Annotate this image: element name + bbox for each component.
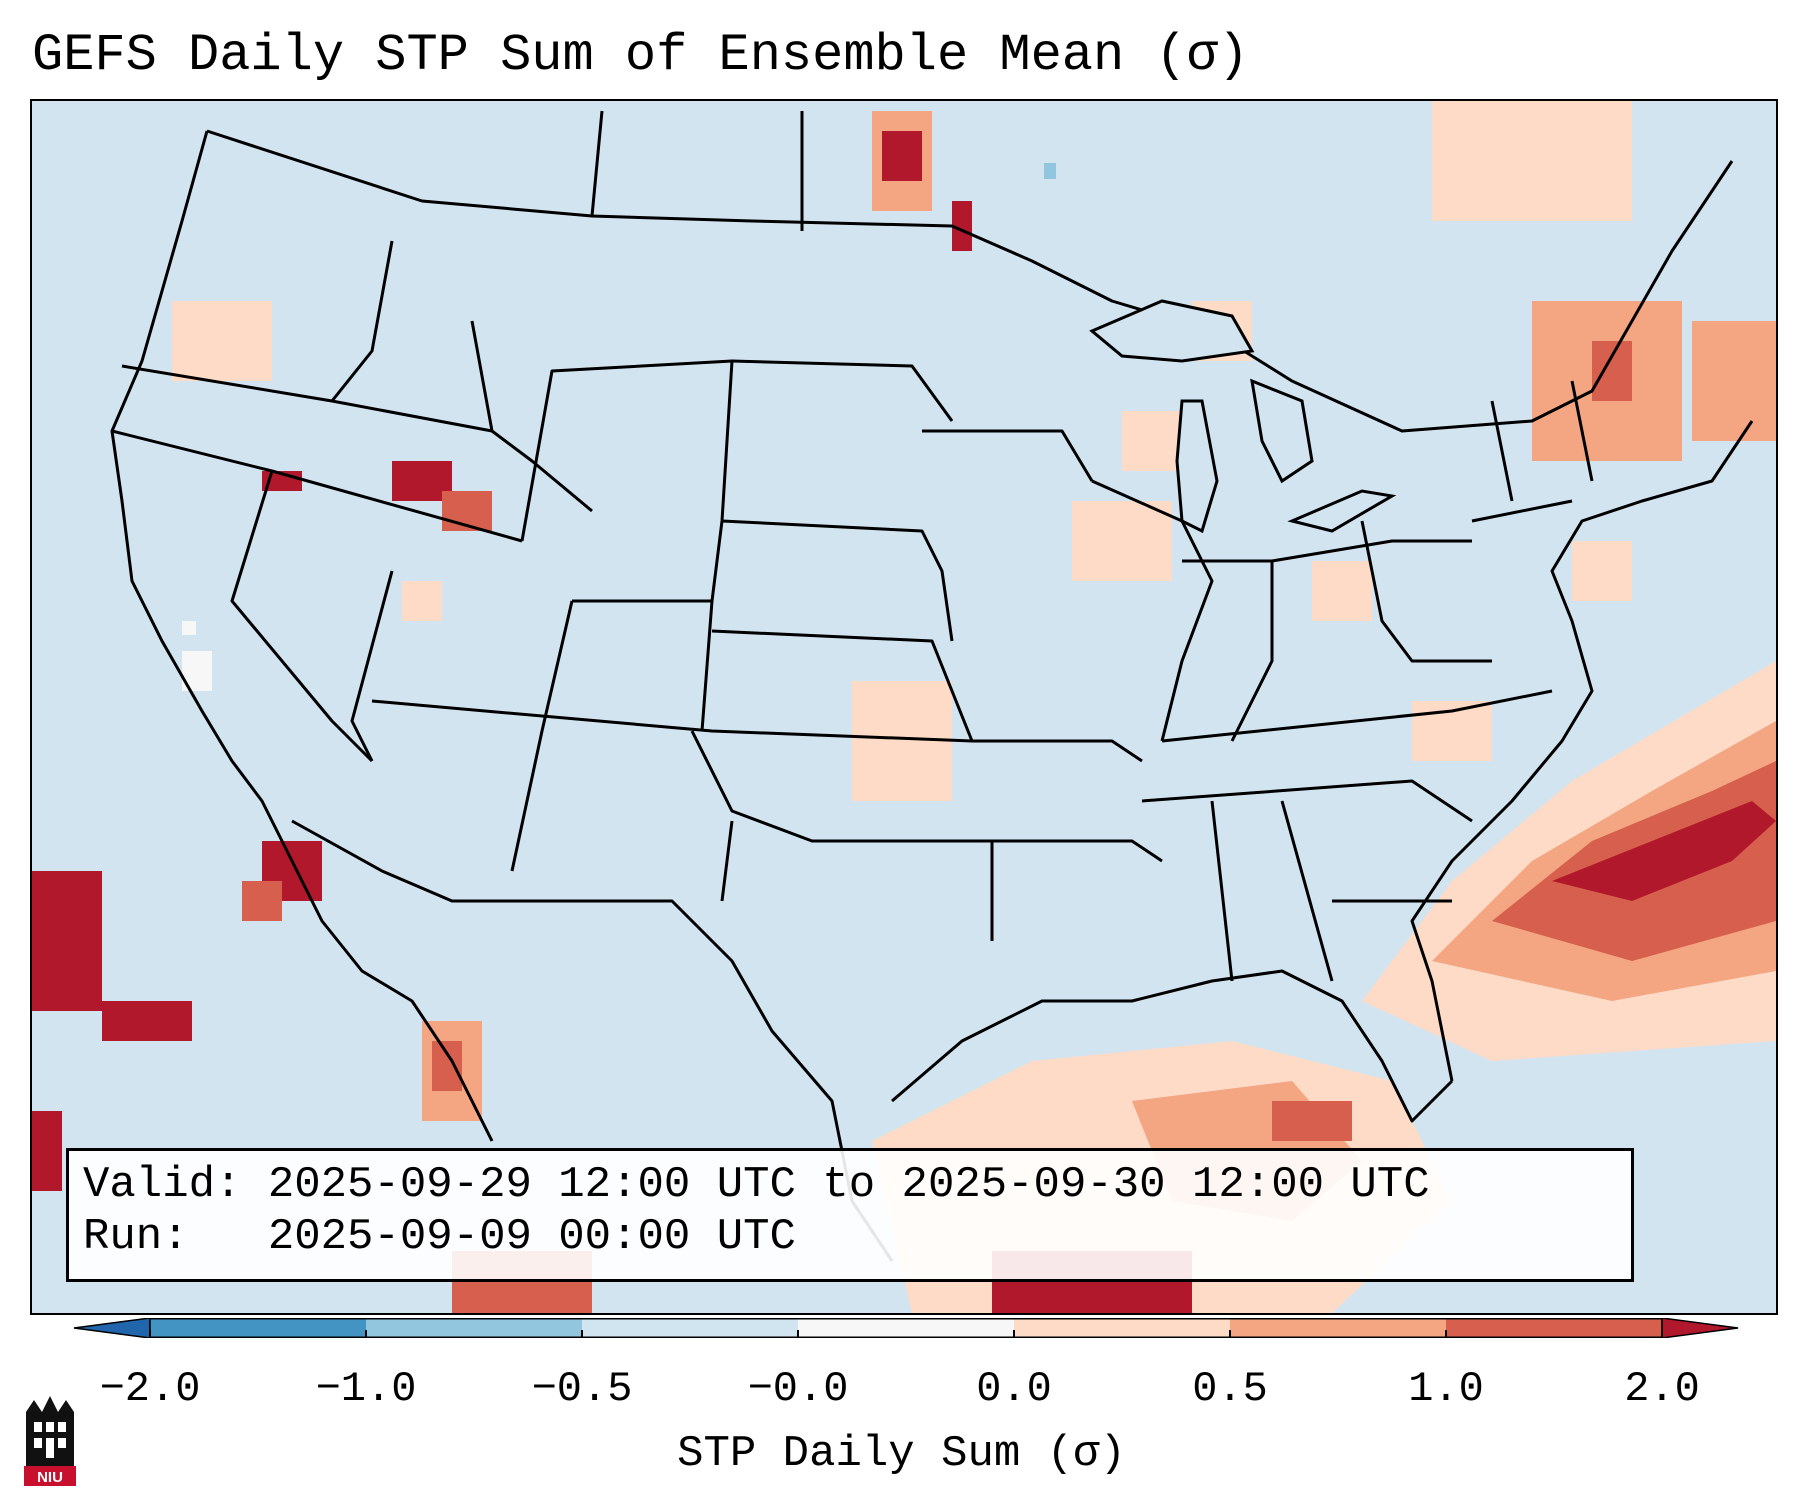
- colorbar-tick-label: 2.0: [1624, 1365, 1700, 1413]
- pacific-cell-3: [32, 1111, 62, 1191]
- lake-erie: [1287, 489, 1397, 533]
- white-cell-1: [182, 621, 196, 635]
- colorbar-bin-1: [150, 1318, 366, 1338]
- colorbar-tick-label: 0.5: [1192, 1365, 1268, 1413]
- gulf-coast: [891, 969, 1454, 1123]
- nplains-cell-3: [952, 201, 972, 251]
- scatter-1: [1072, 501, 1172, 581]
- colorbar-title: STP Daily Sum (σ): [677, 1429, 1126, 1479]
- scatter-5: [172, 301, 272, 381]
- nplains-cell-2: [882, 131, 922, 181]
- valid-time-line: Valid: 2025-09-29 12:00 UTC to 2025-09-3…: [83, 1160, 1430, 1210]
- sw-cell-2: [242, 881, 282, 921]
- colorbar-ticks: [149, 1330, 1663, 1338]
- colorbar-extend-high: [1661, 1318, 1739, 1338]
- scatter-2: [1122, 411, 1182, 471]
- colorbar-tick-label: −1.0: [315, 1365, 417, 1413]
- colorbar-bin-6: [1230, 1318, 1446, 1338]
- colorbar-bin-3: [582, 1318, 798, 1338]
- atlantic-swath-max: [1552, 801, 1776, 901]
- colorbar-bin-2: [366, 1318, 582, 1338]
- atlantic-coast: [1410, 420, 1754, 1082]
- us-west-coast: [110, 130, 494, 1142]
- ne-cell-4: [1432, 101, 1632, 221]
- ne-cell-3: [1692, 321, 1776, 441]
- map-title: GEFS Daily STP Sum of Ensemble Mean (σ): [32, 26, 1249, 85]
- colorbar-outline: [149, 1318, 1663, 1338]
- colorbar-tick-label: −0.5: [531, 1365, 633, 1413]
- scatter-4: [1312, 561, 1372, 621]
- stp-anomaly-cells: [32, 101, 1776, 1313]
- logo-text: NIU: [37, 1469, 63, 1486]
- map-svg: [32, 101, 1776, 1313]
- colorbar: [0, 1318, 1803, 1338]
- run-time-line: Run: 2025-09-09 00:00 UTC: [83, 1212, 796, 1262]
- scatter-8: [1572, 541, 1632, 601]
- colorbar-bin-7: [1446, 1318, 1662, 1338]
- pacific-cell-1: [32, 871, 102, 1011]
- mexico-cell-2: [432, 1041, 462, 1091]
- great-lakes: [1089, 299, 1397, 534]
- map-panel: [30, 99, 1778, 1315]
- colorbar-tick-label: 1.0: [1408, 1365, 1484, 1413]
- colorbar-svg: [73, 1318, 1739, 1338]
- colorbar-tick-label: −0.0: [747, 1365, 849, 1413]
- niu-logo-icon: NIU: [20, 1392, 80, 1488]
- gulf-strong-1: [1272, 1101, 1352, 1141]
- blue-cell: [1044, 163, 1056, 179]
- lake-superior: [1089, 299, 1255, 363]
- ne-cell-2: [1592, 341, 1632, 401]
- scatter-7: [402, 581, 442, 621]
- colorbar-tick-label: −2.0: [99, 1365, 201, 1413]
- colorbar-tick-label: 0.0: [976, 1365, 1052, 1413]
- pacific-cell-2: [102, 1001, 192, 1041]
- lake-huron: [1250, 378, 1314, 484]
- colorbar-bin-5: [1014, 1318, 1230, 1338]
- lake-michigan: [1175, 399, 1219, 534]
- valid-run-info-box: Valid: 2025-09-29 12:00 UTC to 2025-09-3…: [66, 1148, 1634, 1282]
- colorbar-bin-4: [798, 1318, 1014, 1338]
- colorbar-extend-low: [73, 1318, 151, 1338]
